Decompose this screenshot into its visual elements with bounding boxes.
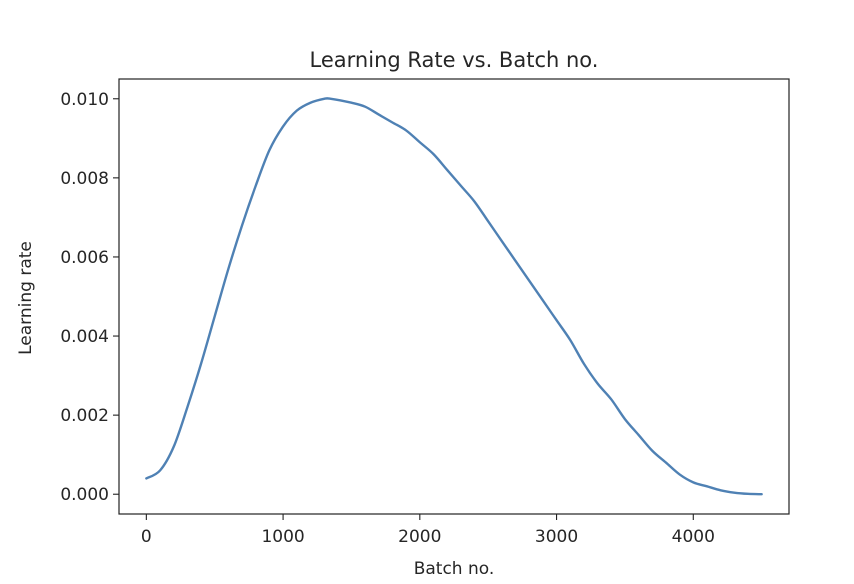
y-tick-label: 0.002 — [60, 406, 109, 426]
y-axis-ticks: 0.000 0.002 0.004 0.006 0.008 0.010 — [60, 90, 119, 505]
y-tick-label: 0.000 — [60, 485, 109, 505]
x-tick-label: 2000 — [398, 527, 441, 547]
y-tick-label: 0.006 — [60, 248, 109, 268]
plot-frame — [118, 78, 790, 515]
x-tick-label: 4000 — [672, 527, 715, 547]
x-tick-label: 3000 — [535, 527, 578, 547]
y-axis-label: Learning rate — [16, 241, 36, 355]
learning-rate-series-line — [145, 97, 763, 496]
series-layer — [145, 97, 763, 496]
x-axis-ticks: 0 1000 2000 3000 4000 — [141, 514, 715, 547]
y-tick-label: 0.008 — [60, 169, 109, 189]
x-axis-label: Batch no. — [414, 559, 495, 579]
x-tick-label: 0 — [141, 527, 152, 547]
y-tick-label: 0.004 — [60, 327, 109, 347]
chart-title: Learning Rate vs. Batch no. — [310, 48, 599, 72]
x-tick-label: 1000 — [261, 527, 304, 547]
y-tick-label: 0.010 — [60, 90, 109, 110]
